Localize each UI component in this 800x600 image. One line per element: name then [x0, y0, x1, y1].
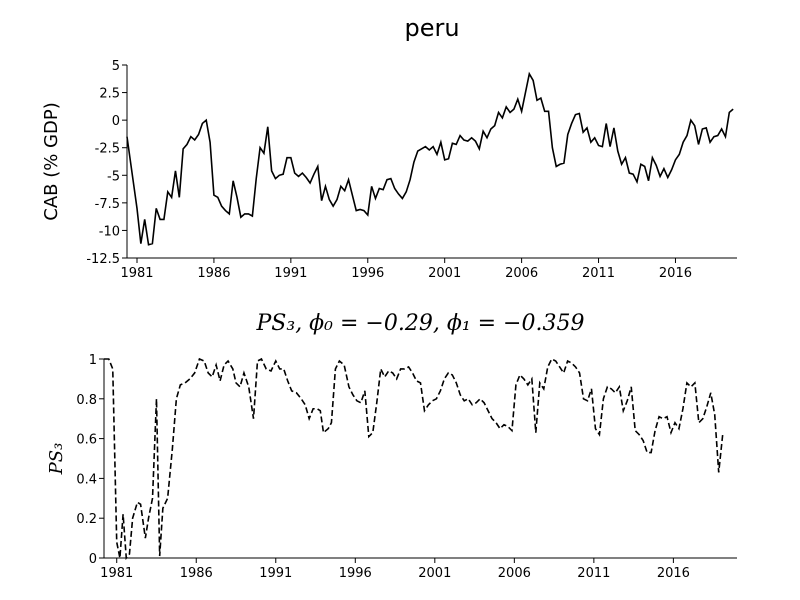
x-tick-label: 2001 — [428, 266, 461, 281]
x-tick-label: 1996 — [339, 566, 372, 581]
x-tick-label: 1991 — [274, 266, 307, 281]
y-tick-label: -2.5 — [95, 142, 120, 157]
y-tick-label: 0.4 — [76, 472, 97, 487]
y-tick-label: 0.8 — [76, 393, 97, 408]
y-tick-label: -5 — [107, 169, 120, 184]
y-tick-label: 2.5 — [99, 87, 120, 102]
x-tick-label: 2016 — [659, 266, 692, 281]
y-tick-label: 1 — [89, 353, 97, 368]
y-tick-label: 0.2 — [76, 512, 97, 527]
chart-title: peru — [404, 14, 459, 42]
y-tick-label: 0 — [89, 552, 97, 567]
x-tick-label: 2016 — [657, 566, 690, 581]
y-tick-label: 0.6 — [76, 433, 97, 448]
chart-title: PS₃, ϕ₀ = −0.29, ϕ₁ = −0.359 — [256, 311, 585, 336]
y-tick-label: 0 — [112, 114, 120, 129]
x-tick-label: 2006 — [498, 566, 531, 581]
data-line — [104, 357, 724, 561]
x-tick-label: 1991 — [259, 566, 292, 581]
y-tick-label: -7.5 — [95, 197, 120, 212]
x-tick-label: 2006 — [505, 266, 538, 281]
x-tick-label: 1981 — [120, 266, 153, 281]
y-axis-label: PS₃ — [46, 443, 67, 476]
data-line — [126, 71, 734, 246]
y-tick-label: -12.5 — [86, 252, 120, 267]
x-tick-label: 1981 — [100, 566, 133, 581]
x-tick-label: 2011 — [582, 266, 615, 281]
y-tick-label: 5 — [112, 59, 120, 74]
x-tick-label: 1986 — [197, 266, 230, 281]
x-tick-label: 2001 — [418, 566, 451, 581]
y-axis-label: CAB (% GDP) — [41, 102, 62, 221]
x-tick-label: 1986 — [180, 566, 213, 581]
y-tick-label: -10 — [99, 224, 120, 239]
x-tick-label: 2011 — [577, 566, 610, 581]
x-tick-label: 1996 — [351, 266, 384, 281]
